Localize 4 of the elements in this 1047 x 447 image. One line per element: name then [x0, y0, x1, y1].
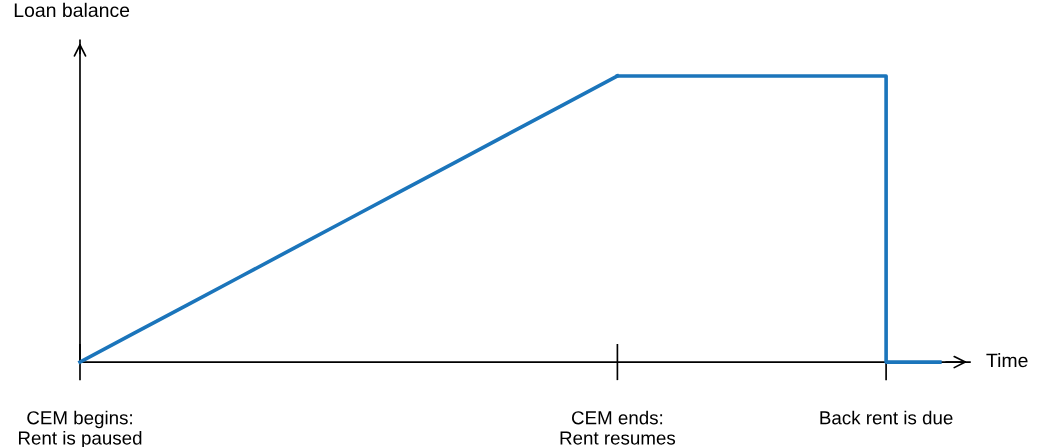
x-tick-label: CEM ends: Rent resumes: [560, 410, 676, 445]
y-axis-title: Loan balance: [14, 2, 130, 18]
x-axis-title: Time: [986, 353, 1028, 368]
x-tick-label: Back rent is due: [820, 410, 953, 425]
